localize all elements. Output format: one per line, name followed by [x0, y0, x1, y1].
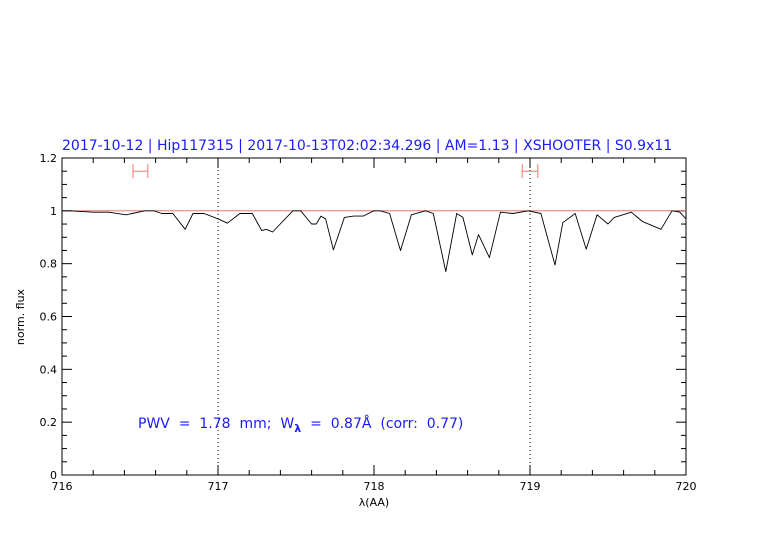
annotation-subscript: λ: [294, 422, 301, 435]
y-axis-label: norm. flux: [14, 288, 27, 345]
x-tick-label: 719: [520, 480, 541, 493]
chart-title: 2017-10-12 | Hip117315 | 2017-10-13T02:0…: [62, 138, 672, 154]
pwv-annotation: PWV = 1.78 mm; Wλ = 0.87Å (corr: 0.77): [138, 415, 463, 435]
x-tick-label: 716: [52, 480, 73, 493]
y-tick-label: 1.2: [40, 152, 58, 165]
x-tick-label: 720: [676, 480, 697, 493]
spectrum-line: [62, 210, 687, 273]
x-axis-label: λ(AA): [359, 496, 389, 509]
y-tick-label: 0.4: [40, 363, 58, 376]
y-tick-label: 0: [50, 469, 57, 482]
y-tick-label: 0.6: [40, 311, 58, 324]
annotation-suffix: = 0.87Å (corr: 0.77): [301, 415, 463, 432]
x-tick-label: 717: [208, 480, 229, 493]
y-tick-label: 0.2: [40, 416, 58, 429]
y-tick-label: 0.8: [40, 258, 58, 271]
y-tick-label: 1: [50, 205, 57, 218]
annotation-prefix: PWV = 1.78 mm; W: [138, 416, 294, 432]
x-tick-label: 718: [364, 480, 385, 493]
